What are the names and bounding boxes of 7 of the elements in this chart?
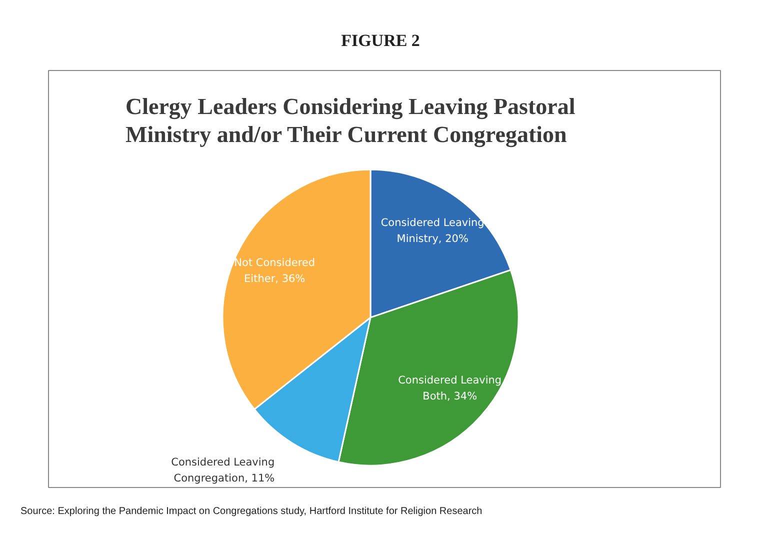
slice-label: Not Considered Either, 36% xyxy=(234,257,316,286)
slice-label: Considered Leaving Both, 34% xyxy=(398,374,502,403)
caption: FIGURE 2 xyxy=(341,31,420,50)
slice-label: Considered Leaving Congregation, 11% xyxy=(171,456,275,484)
slice-label: Considered Leaving Ministry, 20% xyxy=(380,216,484,245)
chart-title: Clergy Leaders Considering Leaving Pastoral Ministry and/or Their Current Congregation xyxy=(126,94,576,148)
source-note: Source: Exploring the Pandemic Impact on Congregations study, Hartford Institute for Religion Research xyxy=(20,506,482,517)
